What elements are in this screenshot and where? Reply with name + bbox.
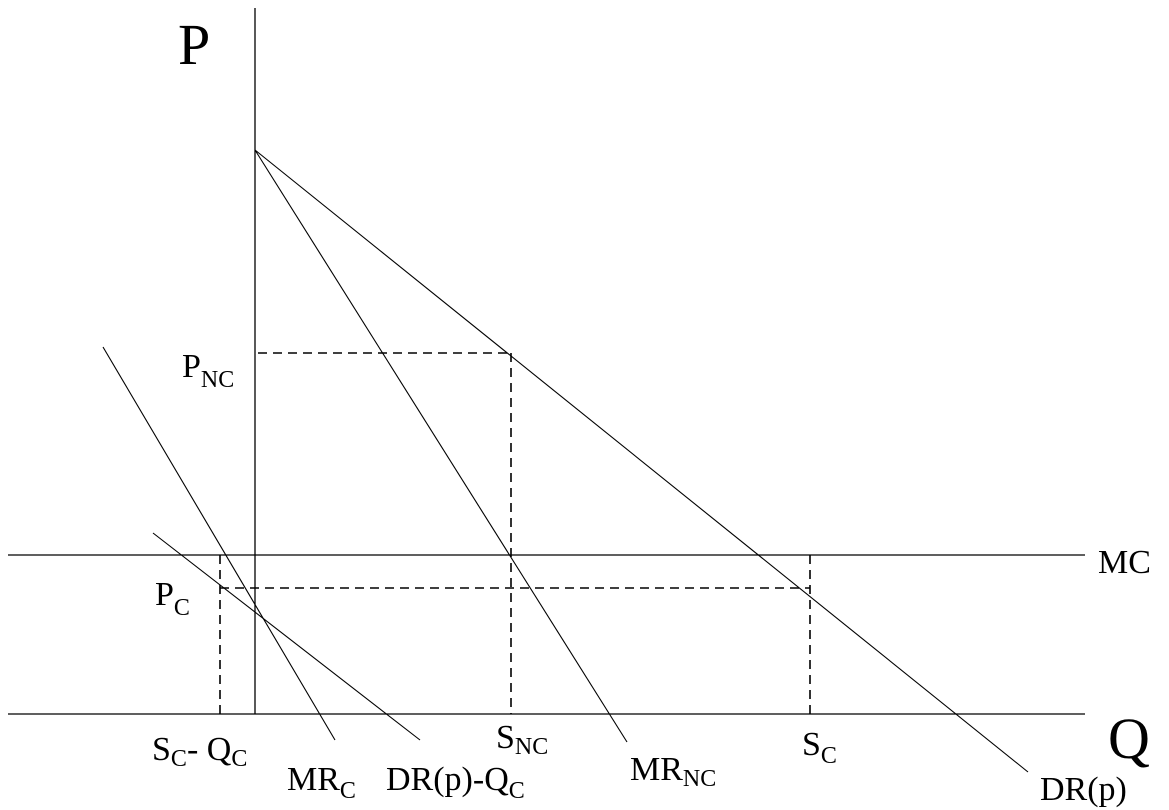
- p-nc-sub: NC: [201, 367, 234, 393]
- mr-nc-sub: NC: [683, 766, 716, 792]
- p-nc-label: PNC: [182, 348, 234, 393]
- p-c-main: P: [155, 576, 174, 613]
- s-nc-main: S: [496, 719, 515, 756]
- mr-c-curve: [102, 346, 336, 741]
- sc-minus-qc-label: SC- QC: [152, 731, 247, 772]
- dr-arg: (p): [1087, 771, 1127, 808]
- drq-sub: C: [509, 778, 525, 804]
- dr-curve: [254, 149, 1029, 773]
- mr-nc-main: MR: [630, 751, 683, 788]
- sc-sub: C: [171, 746, 187, 772]
- mr-c-label: MRC: [287, 761, 356, 804]
- mr-c-main: MR: [287, 761, 340, 798]
- qc-sub: C: [231, 746, 247, 772]
- s-c-main: S: [802, 726, 821, 763]
- y-axis-label: P: [178, 12, 210, 77]
- p-nc-main: P: [182, 348, 201, 385]
- mc-label: MC: [1098, 544, 1151, 581]
- minus-q: - Q: [187, 731, 231, 768]
- dr-main: DR: [1040, 771, 1088, 808]
- mr-nc-curve: [254, 149, 628, 743]
- mr-c-sub: C: [340, 778, 356, 804]
- drq-main: DR(p)-Q: [386, 761, 509, 798]
- sc-main: S: [152, 731, 171, 768]
- s-c-sub: C: [821, 743, 837, 769]
- s-nc-sub: NC: [515, 734, 548, 760]
- dr-label: DR(p): [1040, 771, 1127, 808]
- s-c-label: SC: [802, 726, 837, 769]
- x-axis-label: Q: [1108, 706, 1150, 771]
- dr-minus-qc-curve: [152, 532, 421, 741]
- dr-minus-qc-label: DR(p)-QC: [386, 761, 525, 804]
- s-nc-label: SNC: [496, 719, 548, 760]
- p-c-label: PC: [155, 576, 190, 621]
- p-c-sub: C: [174, 595, 190, 621]
- mr-nc-label: MRNC: [630, 751, 716, 792]
